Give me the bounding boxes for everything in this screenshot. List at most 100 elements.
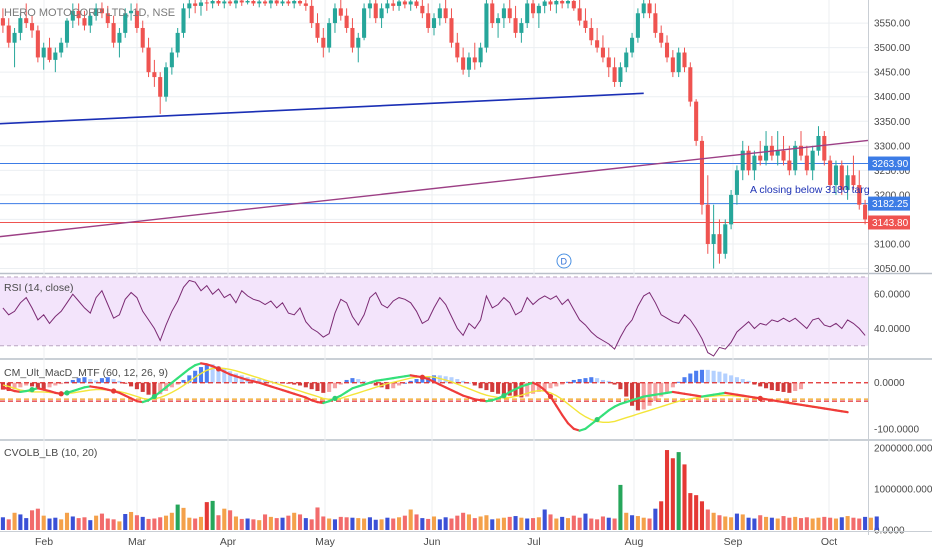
candle-body xyxy=(274,0,279,4)
volume-bar xyxy=(699,501,705,530)
volume-bar xyxy=(595,519,600,530)
macd-hist-bar xyxy=(385,382,390,390)
volume-bar xyxy=(123,514,128,530)
macd-hist-bar xyxy=(624,382,629,397)
candle-body xyxy=(513,18,518,33)
macd-line-segment xyxy=(561,413,570,425)
volume-bar xyxy=(426,518,431,530)
macd-hist-bar xyxy=(589,377,594,383)
candle-body xyxy=(187,3,192,9)
volume-bar xyxy=(758,515,763,530)
candle-body xyxy=(94,8,99,16)
volume-bar xyxy=(117,521,122,530)
volume-bar xyxy=(391,518,396,530)
macd-line-segment xyxy=(555,404,564,417)
macd-line-segment xyxy=(607,405,616,412)
time-axis-label: Feb xyxy=(35,536,53,548)
macd-hist-bar xyxy=(338,382,343,385)
candle-body xyxy=(134,10,139,28)
candle-body xyxy=(490,3,495,24)
chart-title: HERO MOTOCORP LTD, 1D, NSE xyxy=(4,7,175,19)
volume-bar xyxy=(397,517,402,530)
macd-hist-bar xyxy=(420,377,425,383)
volume-bar xyxy=(804,517,809,530)
macd-hist-bar xyxy=(309,382,314,390)
candle-body xyxy=(82,18,87,26)
candle-body xyxy=(717,234,722,254)
candle-body xyxy=(367,3,372,9)
macd-hist-bar xyxy=(158,382,163,395)
macd-hist-bar xyxy=(746,380,751,383)
time-axis-label: Sep xyxy=(724,536,743,548)
candle-body xyxy=(198,2,204,6)
candle-body xyxy=(542,1,547,6)
volume-bar xyxy=(863,516,868,530)
volume-bar xyxy=(111,519,116,530)
candle-body xyxy=(688,67,693,102)
volume-bar xyxy=(781,516,786,530)
macd-hist-bar xyxy=(542,382,547,391)
candle-body xyxy=(362,8,367,38)
candle-body xyxy=(344,15,349,28)
candle-body xyxy=(35,30,40,58)
candle-body xyxy=(676,52,681,73)
candle-body xyxy=(437,8,442,19)
candle-body xyxy=(781,150,786,161)
volume-bar xyxy=(530,518,536,530)
volume-bar xyxy=(676,452,681,530)
volume-bar xyxy=(53,517,58,530)
macd-cross-dot xyxy=(594,416,600,423)
price-tick-label: 3500.00 xyxy=(874,43,911,54)
candle-body xyxy=(647,3,652,14)
macd-line-segment xyxy=(339,390,348,397)
volume-bar xyxy=(455,515,460,530)
volume-bar xyxy=(542,509,547,530)
candle-body xyxy=(12,32,17,43)
price-tick-label: 3400.00 xyxy=(874,92,911,103)
macd-hist-bar xyxy=(414,379,419,383)
candle-body xyxy=(408,1,413,5)
volume-bar xyxy=(472,518,477,530)
macd-hist-bar xyxy=(18,382,23,388)
macd-hist-bar xyxy=(606,380,611,383)
candle-body xyxy=(117,32,122,43)
candle-body xyxy=(630,37,635,53)
volume-bar xyxy=(449,518,454,530)
candle-body xyxy=(793,145,798,171)
macd-hist-bar xyxy=(146,382,151,395)
price-level-label: 3143.80 xyxy=(872,218,909,229)
candle-body xyxy=(426,13,431,28)
candle-body xyxy=(129,10,134,14)
macd-hist-bar xyxy=(775,382,780,392)
macd-line-segment xyxy=(601,409,610,417)
volume-bar xyxy=(158,517,163,530)
macd-hist-bar xyxy=(82,377,87,383)
candle-body xyxy=(297,0,303,4)
candle-body xyxy=(554,0,559,5)
candle-body xyxy=(839,165,844,190)
macd-hist-bar xyxy=(676,381,681,383)
volume-bar xyxy=(723,516,728,530)
candle-body xyxy=(327,23,332,48)
volume-bar xyxy=(385,517,390,530)
candle-body xyxy=(76,10,81,19)
volume-bar xyxy=(70,516,75,530)
macd-hist-bar xyxy=(705,369,710,383)
candle-body xyxy=(356,37,361,48)
candle-body xyxy=(30,23,35,31)
candle-body xyxy=(461,57,466,70)
candle-body xyxy=(758,155,763,161)
candle-body xyxy=(682,52,687,68)
volume-bar xyxy=(775,518,780,530)
macd-line-segment xyxy=(170,377,179,384)
candle-body xyxy=(420,5,425,14)
purple-trendline xyxy=(0,139,869,238)
volume-bar xyxy=(6,519,11,530)
volume-bar xyxy=(810,518,815,530)
macd-cross-dot xyxy=(58,391,64,397)
macd-hist-bar xyxy=(758,382,763,387)
macd-cross-dot xyxy=(64,390,70,396)
candle-body xyxy=(193,3,198,6)
macd-hist-bar xyxy=(565,381,571,383)
candle-body xyxy=(18,18,23,33)
